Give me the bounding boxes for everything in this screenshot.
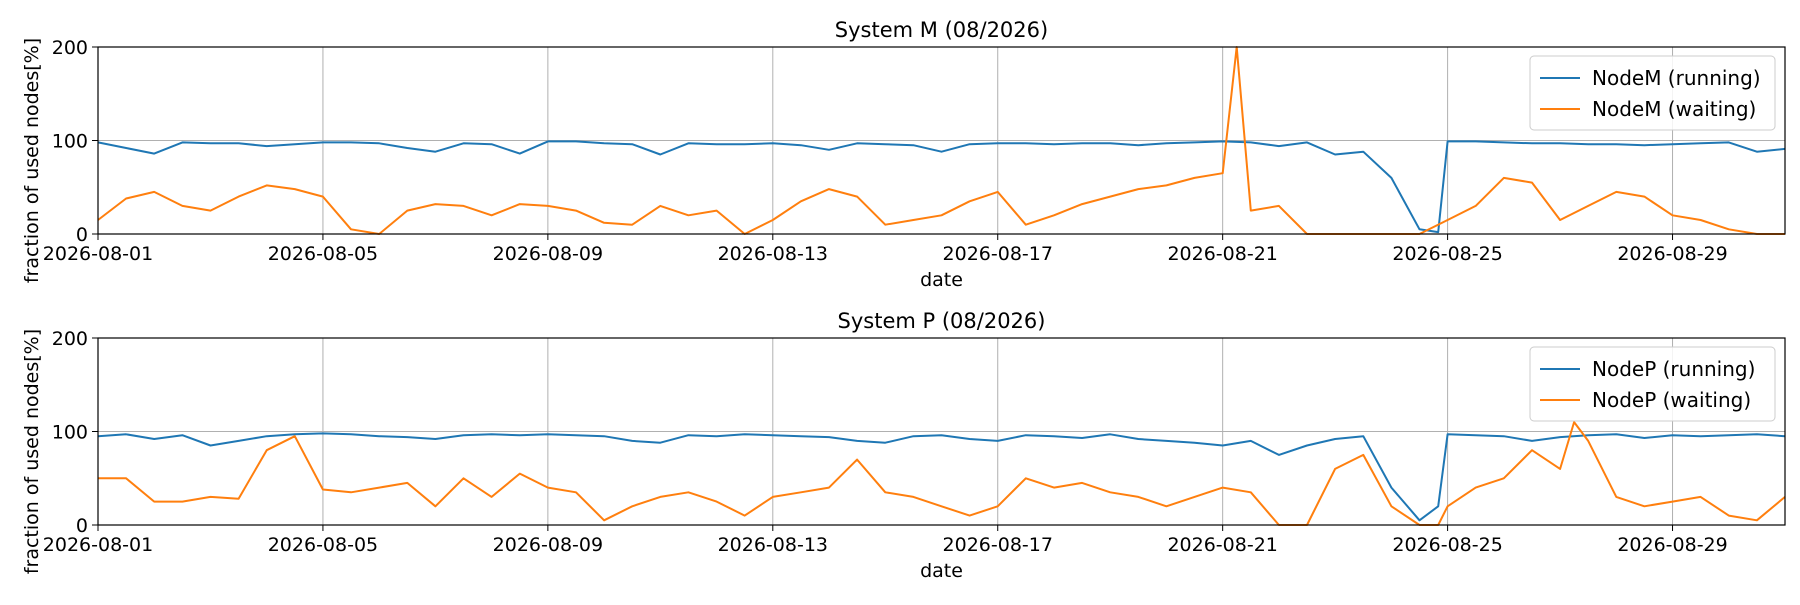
chart-title: System P (08/2026) <box>838 309 1046 333</box>
legend: NodeM (running) NodeM (waiting) <box>1529 55 1776 131</box>
x-tick-label: 2026-08-13 <box>718 534 828 556</box>
legend-box <box>1529 346 1776 422</box>
chart-title: System M (08/2026) <box>835 18 1048 42</box>
x-axis-label: date <box>920 560 963 582</box>
x-tick-label: 2026-08-01 <box>43 243 153 265</box>
x-tick-label: 2026-08-25 <box>1392 534 1502 556</box>
x-tick-label: 2026-08-29 <box>1617 243 1727 265</box>
legend-label: NodeM (waiting) <box>1592 97 1756 121</box>
x-tick-label: 2026-08-09 <box>493 243 603 265</box>
legend-label: NodeM (running) <box>1592 66 1761 90</box>
x-tick-label: 2026-08-21 <box>1167 243 1277 265</box>
series-line-waiting <box>97 46 1785 235</box>
y-axis-label: fraction of used nodes[%] <box>21 329 43 574</box>
legend-box <box>1529 55 1776 131</box>
series-line-running <box>97 140 1786 234</box>
chart-2: 2026-08-01 2026-08-05 2026-08-09 2026-08-13… <box>21 309 1786 582</box>
y-tick-label: 100 <box>52 131 88 153</box>
x-tick-label: 2026-08-09 <box>493 534 603 556</box>
legend-label: NodeP (waiting) <box>1592 388 1751 412</box>
series-line-waiting <box>98 421 1786 526</box>
x-tick-label: 2026-08-01 <box>43 534 153 556</box>
y-axis-label: fraction of used nodes[%] <box>21 38 43 283</box>
x-tick-label: 2026-08-05 <box>268 534 378 556</box>
x-tick-label: 2026-08-21 <box>1167 534 1277 556</box>
x-tick-label: 2026-08-17 <box>943 534 1053 556</box>
x-tick-label: 2026-08-05 <box>268 243 378 265</box>
series-line-running <box>97 432 1786 522</box>
y-tick-label: 0 <box>76 515 88 537</box>
x-tick-label: 2026-08-17 <box>943 243 1053 265</box>
y-tick-label: 200 <box>52 328 88 350</box>
y-tick-label: 100 <box>52 422 88 444</box>
legend-label: NodeP (running) <box>1592 357 1755 381</box>
x-tick-label: 2026-08-25 <box>1392 243 1502 265</box>
x-axis-label: date <box>920 269 963 291</box>
x-tick-label: 2026-08-29 <box>1617 534 1727 556</box>
chart-1: 2026-08-01 2026-08-05 2026-08-09 2026-08-13… <box>21 18 1786 291</box>
y-tick-label: 0 <box>76 224 88 246</box>
legend: NodeP (running) NodeP (waiting) <box>1529 346 1776 422</box>
x-tick-label: 2026-08-13 <box>718 243 828 265</box>
y-tick-label: 200 <box>52 37 88 59</box>
